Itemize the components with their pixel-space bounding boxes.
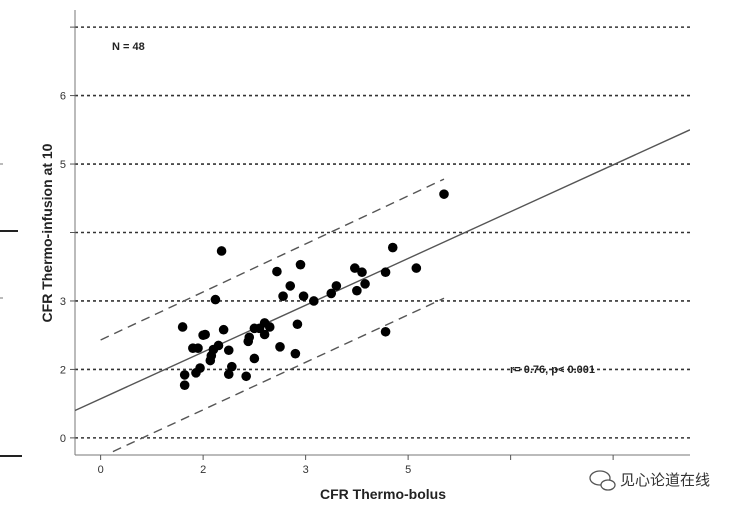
data-point xyxy=(350,263,360,273)
watermark-text: 见心论道在线 xyxy=(620,471,710,489)
data-point xyxy=(179,370,190,380)
x-tick-label: 2 xyxy=(200,464,206,476)
data-point xyxy=(200,329,210,340)
upper-limit-line xyxy=(100,178,445,341)
watermark: 见心论道在线 xyxy=(589,470,710,491)
data-points xyxy=(177,189,449,390)
stats-annotation: r= 0.76, p< 0.001 xyxy=(510,364,595,376)
data-point xyxy=(244,332,255,343)
fit-lines xyxy=(75,129,690,453)
n-annotation: N = 48 xyxy=(112,41,145,53)
data-point xyxy=(213,340,224,351)
data-point xyxy=(195,363,205,373)
tick-marks xyxy=(70,26,614,460)
data-point xyxy=(259,329,270,340)
data-point xyxy=(278,291,288,301)
data-point xyxy=(387,242,398,253)
data-point xyxy=(285,281,296,291)
data-point xyxy=(264,322,275,332)
data-point xyxy=(241,371,251,382)
data-point xyxy=(331,281,342,291)
data-point xyxy=(275,342,285,352)
edge-mark xyxy=(0,230,18,232)
data-point xyxy=(216,246,227,256)
data-point xyxy=(290,348,301,359)
data-point xyxy=(360,279,370,289)
data-point xyxy=(298,291,309,301)
data-point xyxy=(357,267,367,278)
data-point xyxy=(411,263,422,273)
lower-limit-line xyxy=(112,297,445,453)
edge-mark xyxy=(0,455,22,457)
y-tick-label: 2 xyxy=(60,364,66,376)
y-axis-title: CFR Thermo-infusion at 10 xyxy=(39,143,55,322)
left-edge-marks xyxy=(0,163,22,457)
data-point xyxy=(210,294,221,305)
y-tick-label: 3 xyxy=(60,296,66,308)
y-tick-label: 6 xyxy=(60,91,66,103)
data-point xyxy=(309,296,319,306)
x-tick-label: 3 xyxy=(303,464,309,476)
x-tick-label: 0 xyxy=(98,464,104,476)
data-point xyxy=(380,267,391,278)
y-tick-label: 0 xyxy=(60,433,66,445)
data-point xyxy=(223,345,234,356)
y-tick-label: 5 xyxy=(60,159,66,171)
data-point xyxy=(292,319,303,330)
x-axis-title: CFR Thermo-bolus xyxy=(320,486,446,502)
data-point xyxy=(179,380,190,390)
edge-mark xyxy=(0,297,3,299)
data-point xyxy=(227,361,237,372)
data-point xyxy=(380,326,391,337)
data-point xyxy=(249,353,260,364)
data-point xyxy=(352,285,362,296)
chat-bubble-icon xyxy=(589,470,616,491)
data-point xyxy=(295,259,306,270)
edge-mark xyxy=(0,163,3,165)
data-point xyxy=(439,189,449,199)
data-point xyxy=(218,324,229,335)
data-point xyxy=(177,322,188,332)
grid-lines xyxy=(75,26,690,439)
data-point xyxy=(223,369,234,380)
data-point xyxy=(326,288,337,299)
data-point xyxy=(272,266,282,277)
tick-labels: 0 2 3 5 6 0 2 3 5 xyxy=(60,91,411,476)
x-tick-label: 5 xyxy=(405,464,411,476)
data-point xyxy=(193,343,203,354)
